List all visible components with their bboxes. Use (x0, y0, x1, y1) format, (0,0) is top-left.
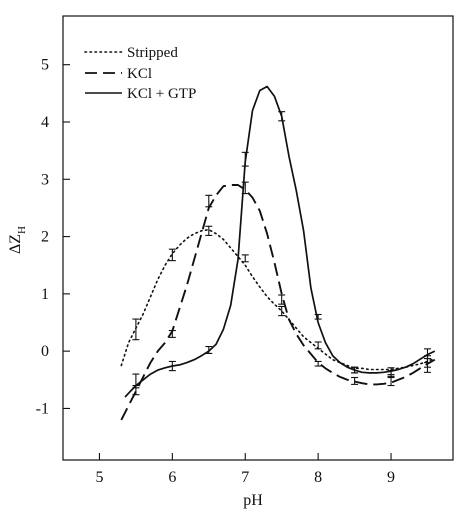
x-tick-label: 9 (387, 469, 395, 486)
error-bar (168, 248, 176, 262)
y-tick-label: 3 (41, 171, 49, 188)
error-bar (314, 360, 322, 367)
error-bar (387, 370, 395, 379)
error-bar (168, 329, 176, 338)
x-axis-title: pH (243, 492, 263, 509)
y-tick-label: 1 (41, 286, 49, 303)
error-bar (314, 313, 322, 320)
x-tick-label: 7 (241, 469, 249, 486)
series-kcl-gtp (124, 85, 436, 398)
error-bar (168, 360, 176, 372)
error-bar (241, 151, 249, 167)
series-line-kcl (120, 184, 436, 421)
y-tick-label: 2 (41, 229, 49, 246)
legend-label-kcl: KCl (127, 66, 152, 82)
plot-frame (62, 15, 454, 461)
legend-label-kcl-gtp: KCl + GTP (127, 86, 196, 102)
y-axis-title-main: ΔZ (7, 234, 24, 254)
y-tick-label: 5 (41, 57, 49, 74)
error-bar (132, 318, 140, 341)
error-bar (351, 366, 359, 374)
x-axis-ticks: 5 6 7 8 9 (95, 453, 395, 486)
y-tick-label: -1 (36, 400, 49, 417)
error-bar (278, 294, 286, 305)
error-bar (205, 346, 213, 354)
y-axis-title-sub: H (16, 226, 28, 234)
x-tick-label: 6 (168, 469, 176, 486)
error-bar (205, 194, 213, 208)
error-bar (423, 348, 431, 364)
y-axis-ticks: -1 0 1 2 3 4 5 (36, 57, 70, 417)
error-bar (132, 373, 140, 389)
x-tick-label: 5 (95, 469, 103, 486)
error-bar (351, 376, 359, 385)
x-tick-label: 8 (314, 469, 322, 486)
legend: Stripped KCl KCl + GTP (84, 45, 196, 102)
series-line-kcl-gtp (124, 85, 436, 398)
error-bar (278, 305, 286, 317)
error-bar (241, 254, 249, 263)
svg-text:ΔZH: ΔZH (7, 226, 28, 254)
error-bar (205, 225, 213, 236)
y-tick-label: 4 (41, 114, 49, 131)
y-tick-label: 0 (41, 343, 49, 360)
y-axis-title: ΔZH (7, 226, 28, 254)
legend-label-stripped: Stripped (127, 45, 178, 61)
series-kcl (120, 181, 436, 421)
series-stripped (120, 225, 436, 376)
series-line-stripped (120, 228, 436, 371)
series-layer (120, 85, 436, 421)
error-bar (314, 341, 322, 350)
error-bar (278, 111, 286, 122)
